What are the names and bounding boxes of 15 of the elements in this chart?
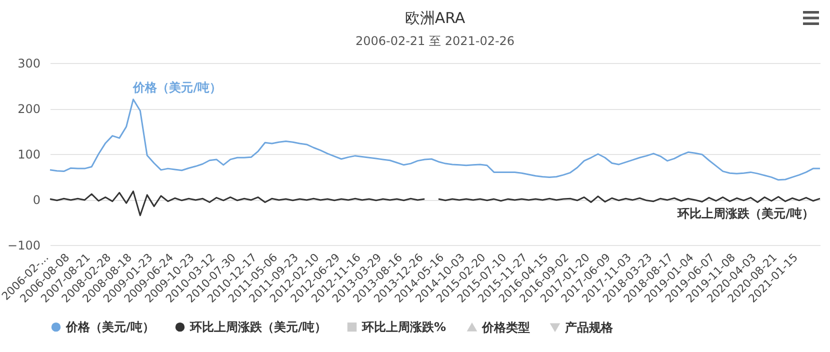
legend-label: 价格（美元/吨） [65,320,154,334]
y-tick-label: −100 [8,238,40,252]
y-tick-label: 0 [32,193,40,207]
y-tick-label: 200 [18,102,40,116]
line-series [49,98,821,181]
chart-title: 欧洲ARA [404,9,466,27]
text: 价格（美元/吨） [133,80,222,94]
chart-subtitle: 2006-02-21 至 2021-02-26 [355,34,515,48]
text: 产品规格 [564,320,614,334]
y-tick-label: 300 [18,56,40,70]
text: 价格类型 [481,320,530,334]
y-tick-label: 100 [18,148,40,162]
text: 环比上周涨跌（美元/吨） [678,206,814,221]
text: 环比上周涨跌% [361,320,446,334]
legend-label: 环比上周涨跌（美元/吨） [189,320,326,334]
